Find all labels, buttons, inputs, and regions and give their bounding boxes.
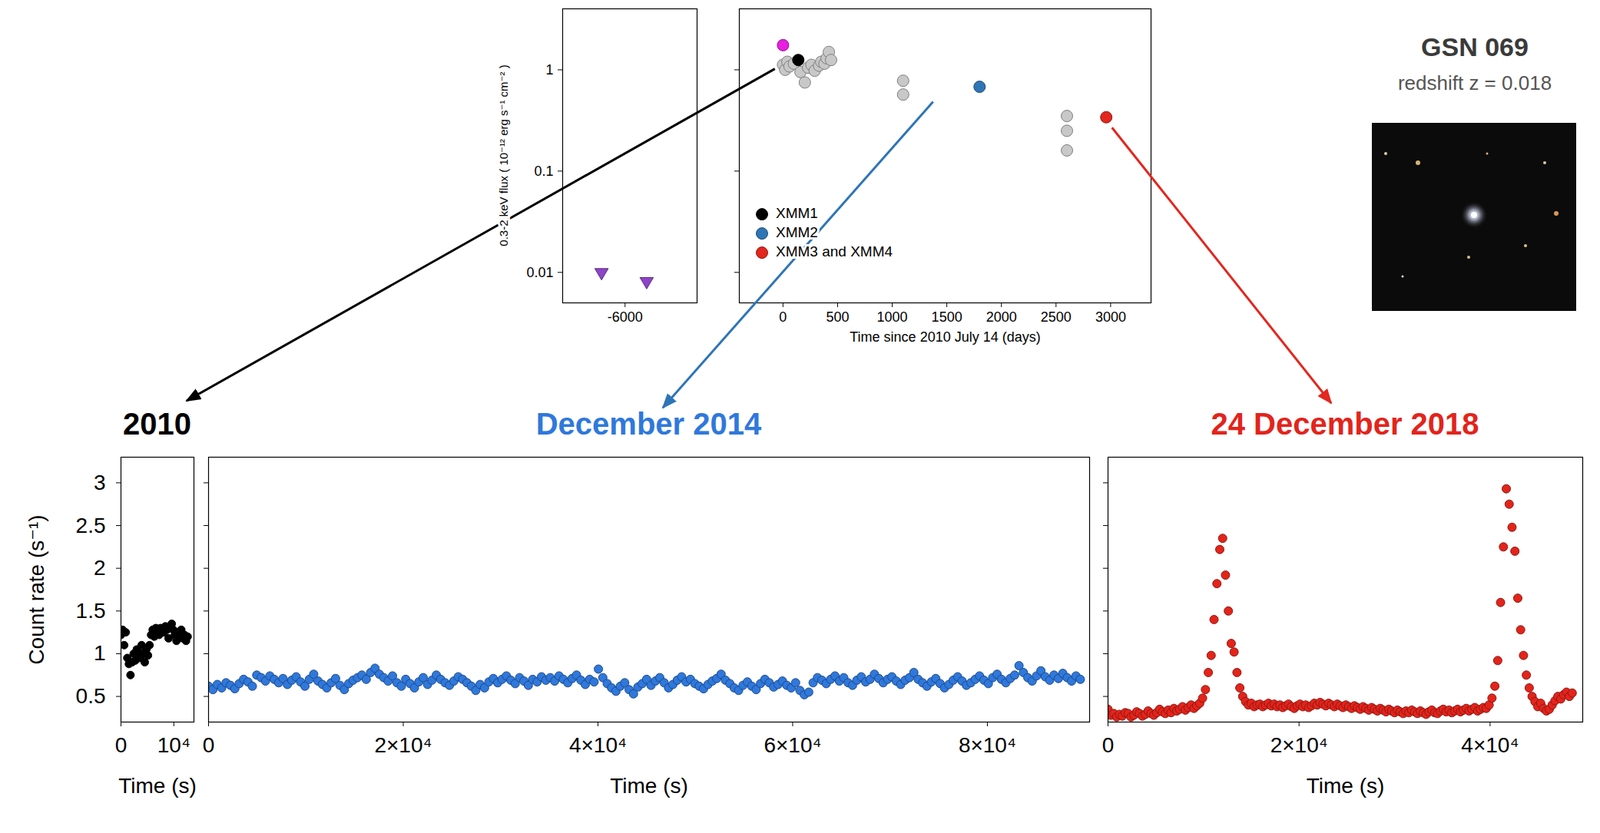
html-text:redshift z = 0.018: redshift z = 0.018	[1397, 71, 1552, 95]
svg-text:1: 1	[93, 641, 107, 666]
svg-text:2500: 2500	[1040, 309, 1072, 325]
svg-text:4×10⁴: 4×10⁴	[569, 733, 627, 758]
svg-text:2.5: 2.5	[76, 513, 107, 537]
svg-text:0.01: 0.01	[526, 265, 554, 281]
svg-text:2: 2	[93, 556, 107, 580]
svg-text:2×10⁴: 2×10⁴	[374, 733, 432, 758]
svg-text:0.5: 0.5	[76, 684, 107, 709]
svg-text:XMM2: XMM2	[775, 224, 819, 241]
svg-text:Count rate (s⁻¹): Count rate (s⁻¹)	[24, 514, 49, 665]
svg-text:Time (s): Time (s)	[609, 774, 689, 799]
svg-text:Time (s): Time (s)	[1306, 774, 1385, 799]
svg-text:0.3-2 keV flux ( 10⁻¹² erg s⁻¹: 0.3-2 keV flux ( 10⁻¹² erg s⁻¹ cm⁻² )	[496, 64, 511, 246]
svg-text:XMM1: XMM1	[775, 205, 819, 222]
svg-text:500: 500	[825, 309, 849, 325]
svg-text:10⁴: 10⁴	[157, 733, 191, 758]
svg-text:Time (s): Time (s)	[118, 774, 197, 799]
svg-text:Time since 2010 July 14 (days): Time since 2010 July 14 (days)	[849, 329, 1041, 345]
svg-text:3000: 3000	[1095, 309, 1127, 325]
html-text:2010: 2010	[122, 407, 192, 441]
html-text:GSN 069: GSN 069	[1421, 32, 1529, 62]
svg-text:6×10⁴: 6×10⁴	[763, 733, 822, 758]
svg-text:-6000: -6000	[607, 309, 643, 325]
svg-text:XMM3 and XMM4: XMM3 and XMM4	[775, 243, 893, 260]
svg-text:2000: 2000	[986, 309, 1017, 325]
svg-text:3: 3	[93, 470, 107, 495]
svg-text:1: 1	[545, 62, 554, 78]
html-text:December 2014: December 2014	[535, 407, 762, 441]
html-text:24 December 2018: 24 December 2018	[1210, 407, 1480, 441]
svg-text:0: 0	[202, 733, 216, 758]
svg-text:2×10⁴: 2×10⁴	[1270, 733, 1329, 758]
svg-text:4×10⁴: 4×10⁴	[1460, 733, 1519, 758]
svg-text:8×10⁴: 8×10⁴	[958, 733, 1017, 758]
svg-text:0: 0	[778, 309, 787, 325]
svg-text:1.5: 1.5	[76, 599, 107, 623]
svg-text:0: 0	[115, 733, 128, 758]
svg-text:1000: 1000	[877, 309, 908, 325]
svg-text:0.1: 0.1	[533, 163, 554, 179]
svg-text:0: 0	[1102, 733, 1115, 758]
svg-text:1500: 1500	[931, 309, 963, 325]
